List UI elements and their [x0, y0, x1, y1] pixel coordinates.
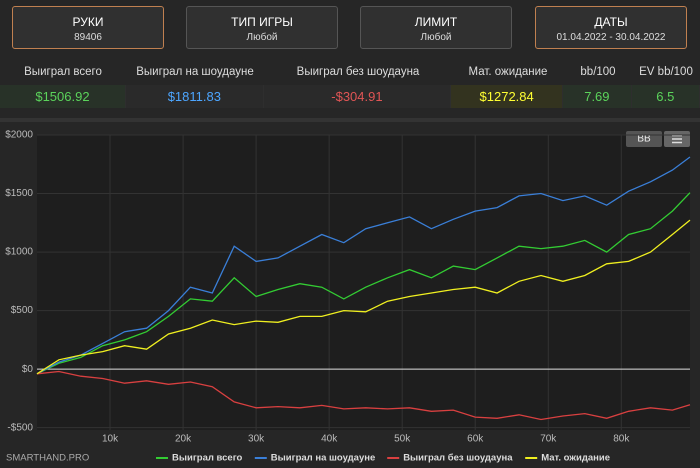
filter-title: ДАТЫ — [594, 15, 628, 29]
filter-title: ЛИМИТ — [414, 15, 458, 29]
y-tick-label: $500 — [11, 305, 34, 316]
x-tick-label: 20k — [175, 434, 192, 445]
series-line — [36, 370, 691, 421]
x-tick-label: 70k — [540, 434, 557, 445]
filter-value: Любой — [420, 32, 452, 43]
filter-value: 89406 — [74, 32, 102, 43]
stat-header: Выиграл без шоудауна — [296, 66, 420, 78]
y-tick-label: $2000 — [5, 130, 33, 141]
filter-button[interactable]: ДАТЫ 01.04.2022 - 30.04.2022 — [535, 6, 687, 49]
x-tick-label: 60k — [467, 434, 484, 445]
stat-value: 6.5 — [631, 84, 700, 108]
legend-label: Выиграл на шоудауне — [271, 453, 375, 464]
series-line — [36, 219, 691, 375]
plot-area — [37, 135, 690, 430]
y-tick-label: $0 — [22, 364, 34, 375]
x-tick-label: 50k — [394, 434, 411, 445]
legend-label: Выиграл без шоудауна — [403, 453, 513, 464]
chart: BB SMARTHAND.PRO -$500 $0 $500 $1000 $1500 $2… — [5, 130, 691, 464]
stat-header: Выиграл на шоудауне — [136, 66, 254, 78]
stats-values: $1506.92 $1811.83 -$304.91 $1272.84 7.69… — [0, 84, 700, 108]
legend-label: Мат. ожидание — [541, 453, 610, 464]
series-line — [36, 192, 691, 375]
bb-button-label: BB — [637, 134, 651, 145]
stats-table: Выиграл всего Выиграл на шоудауне Выигра… — [0, 60, 700, 108]
x-tick-label: 40k — [321, 434, 338, 445]
stat-value: $1811.83 — [125, 84, 264, 108]
watermark: SMARTHAND.PRO — [6, 453, 89, 464]
filter-button[interactable]: ТИП ИГРЫ Любой — [186, 6, 338, 49]
stats-header: Выиграл всего Выиграл на шоудауне Выигра… — [0, 60, 700, 84]
y-tick-label: $1500 — [5, 188, 33, 199]
stat-header: Мат. ожидание — [468, 66, 548, 78]
y-tick-label: $1000 — [5, 247, 33, 258]
stat-value: $1272.84 — [451, 84, 564, 108]
y-tick-label: -$500 — [7, 422, 33, 433]
x-tick-label: 10k — [102, 434, 119, 445]
filter-button[interactable]: ЛИМИТ Любой — [360, 6, 512, 49]
filter-title: РУКИ — [72, 15, 104, 29]
filter-value: 01.04.2022 - 30.04.2022 — [556, 32, 666, 43]
x-tick-label: 30k — [248, 434, 265, 445]
stat-header: bb/100 — [580, 66, 616, 78]
filter-title: ТИП ИГРЫ — [231, 15, 293, 29]
filter-value: Любой — [246, 32, 278, 43]
stat-value: 7.69 — [563, 84, 632, 108]
legend-label: Выиграл всего — [172, 453, 243, 464]
stat-header: Выиграл всего — [24, 66, 102, 78]
stat-header: EV bb/100 — [639, 66, 693, 78]
stat-value: -$304.91 — [263, 84, 452, 108]
series-line — [36, 156, 691, 375]
filter-button[interactable]: РУКИ 89406 — [12, 6, 164, 49]
separator — [0, 118, 700, 122]
x-tick-label: 80k — [613, 434, 630, 445]
stat-value: $1506.92 — [0, 84, 126, 108]
